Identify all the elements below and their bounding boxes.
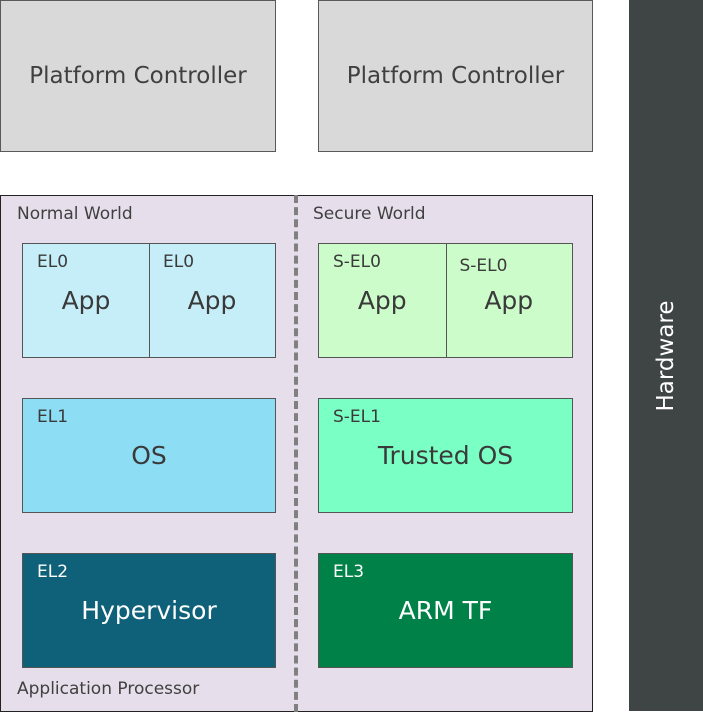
- level-label: EL1: [37, 407, 69, 427]
- level-label: EL0: [37, 252, 69, 272]
- level-label: S-EL0: [333, 252, 381, 272]
- hardware-bar: Hardware: [629, 0, 703, 711]
- level-label: EL0: [163, 252, 195, 272]
- s-el0-app-2: S-EL0 App: [446, 244, 573, 357]
- level-label: EL2: [37, 562, 69, 582]
- el1-os: EL1 OS: [22, 398, 276, 513]
- s-el0-apps: S-EL0 App S-EL0 App: [318, 243, 573, 358]
- component-name: App: [357, 286, 407, 315]
- el3-arm-tf: EL3 ARM TF: [318, 553, 573, 668]
- component-name: Hypervisor: [81, 596, 217, 625]
- level-label: S-EL0: [459, 256, 508, 276]
- el2-hypervisor: EL2 Hypervisor: [22, 553, 276, 668]
- component-name: OS: [131, 441, 167, 470]
- platform-controller-1: Platform Controller: [0, 0, 276, 152]
- level-label: S-EL1: [333, 407, 381, 427]
- component-name: App: [187, 286, 237, 315]
- hardware-label: Hardware: [653, 299, 679, 412]
- el0-app-1: EL0 App: [23, 244, 150, 357]
- platform-controller-label: Platform Controller: [29, 63, 247, 89]
- s-el1-trusted-os: S-EL1 Trusted OS: [318, 398, 573, 513]
- s-el0-app-1: S-EL0 App: [319, 244, 447, 357]
- el0-apps: EL0 App EL0 App: [22, 243, 276, 358]
- component-name: App: [61, 286, 111, 315]
- platform-controller-label: Platform Controller: [346, 63, 565, 89]
- level-label: EL3: [333, 562, 365, 582]
- component-name: App: [484, 286, 534, 315]
- component-name: Trusted OS: [377, 441, 514, 470]
- normal-world-label: Normal World: [17, 204, 133, 224]
- world-divider: [294, 195, 298, 712]
- el0-app-2: EL0 App: [149, 244, 275, 357]
- platform-controller-2: Platform Controller: [318, 0, 593, 152]
- application-processor-label: Application Processor: [17, 679, 200, 699]
- component-name: ARM TF: [398, 596, 493, 625]
- secure-world-label: Secure World: [313, 204, 426, 224]
